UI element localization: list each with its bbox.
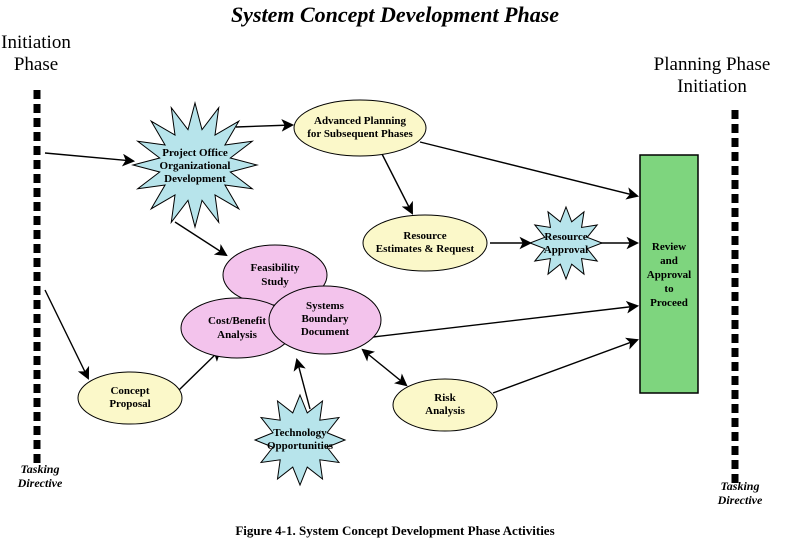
svg-text:Technology: Technology — [273, 427, 327, 439]
svg-text:Risk: Risk — [434, 392, 456, 404]
svg-text:Tasking: Tasking — [21, 462, 60, 476]
svg-text:Approval: Approval — [647, 269, 691, 281]
svg-text:Opportunities: Opportunities — [267, 440, 334, 452]
svg-text:Project Office: Project Office — [162, 147, 228, 159]
svg-text:Proceed: Proceed — [650, 297, 688, 309]
svg-text:Directive: Directive — [717, 493, 763, 507]
svg-text:Development: Development — [164, 173, 226, 185]
svg-text:Analysis: Analysis — [425, 405, 465, 417]
svg-text:Planning Phase: Planning Phase — [654, 54, 771, 75]
svg-text:Analysis: Analysis — [217, 329, 257, 341]
svg-text:Cost/Benefit: Cost/Benefit — [208, 315, 266, 327]
svg-text:Tasking: Tasking — [721, 479, 760, 493]
page-title: System Concept Development Phase — [231, 2, 559, 27]
svg-text:Systems: Systems — [306, 300, 345, 312]
svg-text:and: and — [660, 255, 678, 267]
svg-text:Review: Review — [652, 241, 686, 253]
svg-text:Initiation: Initiation — [677, 76, 747, 97]
svg-text:to: to — [664, 283, 674, 295]
svg-text:Estimates & Request: Estimates & Request — [376, 243, 475, 255]
svg-text:Document: Document — [301, 326, 350, 338]
svg-text:Initiation: Initiation — [1, 32, 71, 53]
svg-text:Resource: Resource — [403, 230, 446, 242]
svg-text:Proposal: Proposal — [109, 398, 150, 410]
diagram-canvas: System Concept Development Phase Initiati… — [0, 0, 790, 550]
svg-text:Organizational: Organizational — [160, 160, 231, 172]
figure-caption: Figure 4-1. System Concept Development P… — [235, 523, 554, 538]
svg-text:Approval: Approval — [544, 244, 588, 256]
svg-text:Resource: Resource — [544, 231, 587, 243]
svg-text:Concept: Concept — [110, 385, 149, 397]
svg-text:Directive: Directive — [17, 476, 63, 490]
svg-text:Feasibility: Feasibility — [251, 262, 300, 274]
svg-text:Study: Study — [261, 276, 289, 288]
svg-text:Phase: Phase — [14, 54, 58, 75]
svg-text:for Subsequent Phases: for Subsequent Phases — [307, 128, 413, 140]
svg-text:Advanced Planning: Advanced Planning — [314, 115, 406, 127]
svg-text:Boundary: Boundary — [301, 313, 349, 325]
